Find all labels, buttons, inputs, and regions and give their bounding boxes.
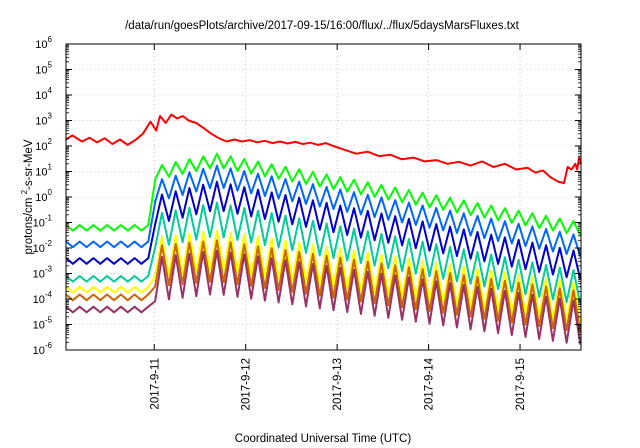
- y-tick-base: 10: [33, 320, 45, 332]
- y-tick-exponent: 2: [48, 137, 53, 146]
- y-tick-exponent: -5: [45, 316, 53, 325]
- y-tick-base: 10: [35, 39, 47, 51]
- y-tick-base: 10: [35, 65, 47, 77]
- y-axis-label: protons/cm 2-s-sr-MeV: [20, 139, 35, 254]
- chart-title: /data/run/goesPlots/archive/2017-09-15/1…: [125, 20, 520, 32]
- y-tick-base: 10: [33, 218, 45, 230]
- y-tick-exponent: 1: [48, 163, 53, 172]
- series-line-6: [65, 229, 582, 323]
- y-tick-label: 10-2: [33, 239, 53, 255]
- y-tick-base: 10: [35, 167, 47, 179]
- y-tick-exponent: -1: [45, 214, 53, 223]
- y-tick-exponent: -3: [45, 265, 53, 274]
- y-axis-label-text: protons/cm: [23, 198, 35, 255]
- y-tick-label: 10-6: [33, 341, 53, 357]
- y-tick-label: 10-3: [33, 265, 53, 281]
- y-tick-base: 10: [35, 192, 47, 204]
- y-tick-label: 105: [35, 61, 52, 77]
- y-tick-label: 102: [35, 137, 52, 153]
- y-axis-label-superscript: 2: [20, 189, 29, 194]
- series-line-7: [65, 239, 582, 333]
- x-axis: 2017-9-11 2017-9-12 2017-9-13 2017-9-14 2017…: [149, 44, 527, 410]
- y-tick-label: 106: [35, 35, 52, 51]
- y-tick-label: 10-1: [33, 214, 53, 230]
- y-tick-exponent: 5: [48, 61, 53, 70]
- series-line-3: [65, 164, 582, 257]
- series-lines: [65, 113, 582, 345]
- x-tick-label: 2017-9-12: [241, 358, 253, 410]
- y-tick-label: 10-5: [33, 316, 53, 332]
- y-tick-label: 100: [35, 188, 52, 204]
- series-line-2: [65, 152, 582, 237]
- x-tick-label: 2017-9-11: [149, 358, 161, 410]
- y-tick-base: 10: [35, 141, 47, 153]
- y-tick-base: 10: [33, 269, 45, 281]
- y-axis: 10-610-510-410-310-210-11001011021031041…: [33, 35, 581, 357]
- y-tick-exponent: 6: [48, 35, 53, 44]
- x-tick-label: 2017-9-14: [424, 357, 436, 410]
- series-line-4: [65, 180, 582, 281]
- series-line-8: [65, 249, 582, 345]
- series-line-1: [65, 113, 582, 185]
- y-tick-exponent: 3: [48, 112, 53, 121]
- y-tick-base: 10: [35, 116, 47, 128]
- x-tick-label: 2017-9-13: [332, 358, 344, 410]
- y-tick-label: 103: [35, 112, 52, 128]
- y-tick-base: 10: [33, 345, 45, 357]
- y-tick-base: 10: [33, 243, 45, 255]
- y-tick-exponent: -2: [45, 239, 53, 248]
- y-tick-base: 10: [33, 294, 45, 306]
- y-tick-exponent: -6: [45, 341, 53, 350]
- y-tick-base: 10: [35, 90, 47, 102]
- y-tick-exponent: -4: [45, 290, 53, 299]
- y-tick-exponent: 0: [48, 188, 53, 197]
- x-tick-label: 2017-9-15: [515, 358, 527, 410]
- series-line-5: [65, 201, 582, 305]
- y-axis-label-rest: -s-sr-MeV: [23, 139, 35, 190]
- x-axis-label: Coordinated Universal Time (UTC): [235, 433, 412, 445]
- y-tick-label: 10-4: [33, 290, 53, 306]
- y-tick-label: 101: [35, 163, 52, 179]
- y-tick-label: 104: [35, 86, 52, 102]
- y-tick-exponent: 4: [48, 86, 53, 95]
